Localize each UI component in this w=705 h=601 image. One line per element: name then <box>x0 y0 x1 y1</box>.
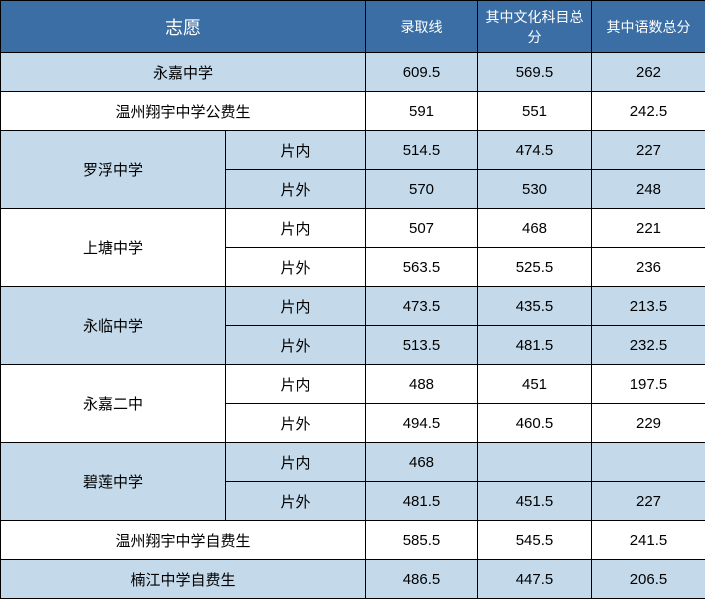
table-row: 上塘中学片内507468221 <box>1 209 705 248</box>
area-type-cell: 片内 <box>226 287 366 326</box>
school-name-cell: 上塘中学 <box>1 209 226 287</box>
culture-total-cell: 447.5 <box>478 560 592 599</box>
area-type-cell: 片外 <box>226 482 366 521</box>
area-type-cell: 片外 <box>226 170 366 209</box>
area-type-cell: 片外 <box>226 248 366 287</box>
lang-math-total-cell: 227 <box>592 131 705 170</box>
admission-line-cell: 513.5 <box>366 326 478 365</box>
header-admission-line: 录取线 <box>366 1 478 53</box>
area-type-cell: 片外 <box>226 404 366 443</box>
lang-math-total-cell: 241.5 <box>592 521 705 560</box>
admission-line-cell: 494.5 <box>366 404 478 443</box>
table-row: 温州翔宇中学公费生591551242.5 <box>1 92 705 131</box>
school-name-cell: 温州翔宇中学自费生 <box>1 521 366 560</box>
school-name-cell: 永临中学 <box>1 287 226 365</box>
admission-score-table: 志愿 录取线 其中文化科目总分 其中语数总分 永嘉中学609.5569.5262… <box>0 0 705 599</box>
culture-total-cell: 530 <box>478 170 592 209</box>
admission-line-cell: 514.5 <box>366 131 478 170</box>
lang-math-total-cell: 236 <box>592 248 705 287</box>
admission-line-cell: 609.5 <box>366 53 478 92</box>
school-name-cell: 碧莲中学 <box>1 443 226 521</box>
admission-line-cell: 488 <box>366 365 478 404</box>
admission-line-cell: 563.5 <box>366 248 478 287</box>
admission-line-cell: 468 <box>366 443 478 482</box>
area-type-cell: 片内 <box>226 209 366 248</box>
culture-total-cell: 551 <box>478 92 592 131</box>
school-name-cell: 罗浮中学 <box>1 131 226 209</box>
lang-math-total-cell: 227 <box>592 482 705 521</box>
header-school: 志愿 <box>1 1 366 53</box>
area-type-cell: 片内 <box>226 443 366 482</box>
culture-total-cell: 569.5 <box>478 53 592 92</box>
lang-math-total-cell: 242.5 <box>592 92 705 131</box>
culture-total-cell: 451 <box>478 365 592 404</box>
table-row: 永临中学片内473.5435.5213.5 <box>1 287 705 326</box>
area-type-cell: 片外 <box>226 326 366 365</box>
table-row: 永嘉二中片内488451197.5 <box>1 365 705 404</box>
area-type-cell: 片内 <box>226 365 366 404</box>
table-row: 碧莲中学片内468 <box>1 443 705 482</box>
table-header: 志愿 录取线 其中文化科目总分 其中语数总分 <box>1 1 705 53</box>
lang-math-total-cell: 232.5 <box>592 326 705 365</box>
culture-total-cell: 474.5 <box>478 131 592 170</box>
culture-total-cell: 435.5 <box>478 287 592 326</box>
school-name-cell: 温州翔宇中学公费生 <box>1 92 366 131</box>
lang-math-total-cell <box>592 443 705 482</box>
lang-math-total-cell: 206.5 <box>592 560 705 599</box>
table-body: 永嘉中学609.5569.5262温州翔宇中学公费生591551242.5罗浮中… <box>1 53 705 599</box>
culture-total-cell: 525.5 <box>478 248 592 287</box>
lang-math-total-cell: 248 <box>592 170 705 209</box>
admission-line-cell: 507 <box>366 209 478 248</box>
admission-line-cell: 486.5 <box>366 560 478 599</box>
admission-line-cell: 481.5 <box>366 482 478 521</box>
culture-total-cell: 468 <box>478 209 592 248</box>
lang-math-total-cell: 197.5 <box>592 365 705 404</box>
lang-math-total-cell: 221 <box>592 209 705 248</box>
lang-math-total-cell: 229 <box>592 404 705 443</box>
table-row: 温州翔宇中学自费生585.5545.5241.5 <box>1 521 705 560</box>
school-name-cell: 永嘉二中 <box>1 365 226 443</box>
table-row: 楠江中学自费生486.5447.5206.5 <box>1 560 705 599</box>
school-name-cell: 楠江中学自费生 <box>1 560 366 599</box>
admission-line-cell: 473.5 <box>366 287 478 326</box>
table-row: 永嘉中学609.5569.5262 <box>1 53 705 92</box>
header-lang-math-total: 其中语数总分 <box>592 1 705 53</box>
school-name-cell: 永嘉中学 <box>1 53 366 92</box>
header-culture-total: 其中文化科目总分 <box>478 1 592 53</box>
lang-math-total-cell: 262 <box>592 53 705 92</box>
culture-total-cell: 481.5 <box>478 326 592 365</box>
culture-total-cell: 545.5 <box>478 521 592 560</box>
admission-line-cell: 591 <box>366 92 478 131</box>
culture-total-cell: 460.5 <box>478 404 592 443</box>
area-type-cell: 片内 <box>226 131 366 170</box>
lang-math-total-cell: 213.5 <box>592 287 705 326</box>
admission-line-cell: 585.5 <box>366 521 478 560</box>
culture-total-cell <box>478 443 592 482</box>
table-row: 罗浮中学片内514.5474.5227 <box>1 131 705 170</box>
admission-line-cell: 570 <box>366 170 478 209</box>
culture-total-cell: 451.5 <box>478 482 592 521</box>
